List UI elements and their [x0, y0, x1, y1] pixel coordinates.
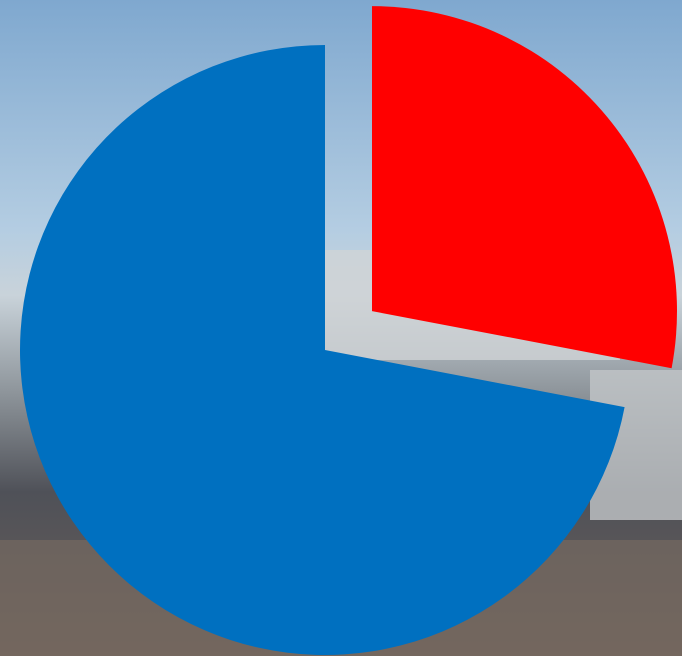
- pie-slice: [19, 45, 625, 655]
- pie-slice: [372, 6, 678, 369]
